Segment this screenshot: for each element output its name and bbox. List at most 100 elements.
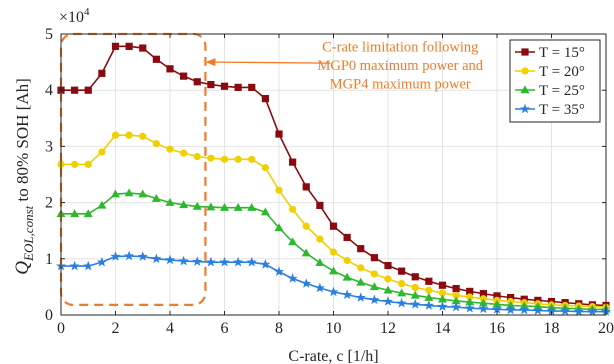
data-point [437,301,448,311]
data-point [343,256,351,265]
data-point [370,254,378,262]
data-point [193,78,201,86]
legend-label: T = 20° [539,64,585,80]
data-point [111,42,120,50]
x-tick-label: 14 [435,320,451,337]
data-point [342,289,353,300]
data-point [71,86,79,94]
data-point [302,183,310,191]
data-point [179,200,189,209]
data-point [411,283,419,292]
data-point [316,201,324,210]
data-point [587,306,598,316]
data-point [342,272,352,281]
data-point [410,290,420,299]
data-point [69,260,80,271]
x-tick-label: 6 [221,320,229,337]
data-point [137,251,148,261]
data-point [343,233,351,242]
y-label-main: Q [12,261,33,275]
data-point [97,200,107,209]
series-4 [55,250,612,316]
y-tick-label: 4 [45,82,53,99]
data-point [192,256,203,266]
data-point [328,286,339,297]
y-label-rest: to 80% SOH [Ah] [13,78,32,206]
annotation-text-line: MGP4 maximum power [330,76,471,92]
data-point [521,67,529,75]
data-point [139,132,147,140]
data-point [219,256,230,267]
data-point [234,155,242,163]
data-point [573,306,584,316]
x-tick-label: 16 [489,320,505,337]
data-point [96,256,107,267]
data-point [220,203,229,211]
legend-entry: T = 25° [515,83,585,99]
data-point [138,189,148,198]
legend-entry: T = 35° [515,102,585,118]
data-point [248,83,256,91]
data-point [84,160,92,168]
data-point [452,284,460,293]
data-point [71,160,79,168]
data-point [289,205,297,213]
data-point [248,155,256,163]
data-point [329,248,338,256]
data-point [369,282,379,291]
data-point [357,245,365,253]
x-tick-label: 0 [57,320,65,337]
legend-entry: T = 15° [515,45,585,61]
y-tick-label: 1 [45,251,53,268]
data-point [273,266,285,277]
y-tick-label: 0 [45,307,53,324]
data-point [151,253,162,264]
data-point [398,279,406,288]
data-point [206,202,216,211]
data-point [275,130,283,138]
y-multiplier: ×104 [59,6,90,26]
annotation-layer: C-rate limitation following MGP0 maximum … [59,32,484,306]
data-point [83,260,94,271]
legend-label: T = 25° [539,83,585,99]
data-point [519,103,531,114]
data-point [166,65,174,73]
data-point [260,259,271,269]
data-point [180,149,188,157]
data-point [384,261,392,270]
data-point [205,256,216,267]
data-point [207,80,215,89]
data-point [369,294,380,305]
data-point [233,256,244,267]
data-point [288,237,298,246]
y-label-subscript: EOL,const [21,205,36,262]
data-point [289,158,297,166]
data-point [329,222,338,230]
legend: T = 15° T = 20° T = 25° T = 35° [509,39,601,123]
data-point [98,148,106,156]
data-point [425,286,433,294]
data-point [521,48,529,56]
data-point [316,235,324,243]
data-point [505,304,516,315]
data-point [396,297,407,308]
data-point [247,203,257,211]
data-point [233,203,243,211]
data-point [410,299,421,309]
data-point [260,207,270,216]
data-point [166,145,174,153]
y-tick-label: 2 [45,195,53,212]
data-point [451,301,462,312]
data-point [70,209,80,218]
legend-label: T = 15° [539,45,585,61]
data-point [98,69,106,77]
x-tick-label: 12 [380,320,396,337]
x-tick-label: 20 [598,320,614,337]
data-point [84,86,92,94]
data-point [207,154,215,162]
data-point [314,282,325,293]
data-point [261,95,269,103]
annotation-text-line: MGP0 maximum power and [317,58,483,74]
data-point [125,131,133,139]
data-point [192,201,202,210]
